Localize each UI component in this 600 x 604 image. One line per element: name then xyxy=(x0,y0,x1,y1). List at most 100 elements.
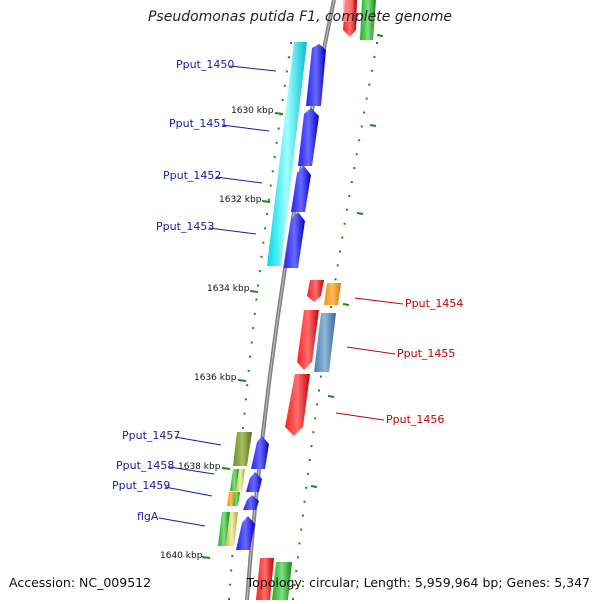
label-pput-1456[interactable]: Pput_1456 xyxy=(386,413,445,426)
gc-dot xyxy=(376,42,378,44)
gc-dot xyxy=(319,375,322,378)
tick-label-1640: 1640 kbp xyxy=(160,551,203,561)
gc-dot xyxy=(269,184,272,187)
gene-pput-1454-red[interactable] xyxy=(307,280,324,302)
leader-pput-1454 xyxy=(354,297,404,305)
label-pput-1459[interactable]: Pput_1459 xyxy=(112,479,171,492)
gc-dot xyxy=(231,555,234,558)
gene-pput-1452[interactable] xyxy=(291,166,311,212)
gc-dot xyxy=(334,278,337,281)
gc-dot xyxy=(307,472,309,475)
gene-pput-1455-steel[interactable] xyxy=(314,313,336,372)
gc-dot xyxy=(258,270,261,273)
gc-dot xyxy=(339,250,341,253)
gc-dot xyxy=(310,445,313,448)
gene-pput-1459[interactable] xyxy=(243,495,259,510)
gene-pput-1450[interactable] xyxy=(306,44,326,106)
gene-flga[interactable] xyxy=(236,516,255,550)
tick-1630 xyxy=(274,112,284,115)
gene-flga-yellow[interactable] xyxy=(226,512,238,546)
gc-dot xyxy=(305,486,308,489)
gc-dot xyxy=(271,170,274,173)
gc-dot xyxy=(255,298,258,301)
tick-label-1634: 1634 kbp xyxy=(207,284,250,294)
gene-pput-1457[interactable] xyxy=(251,436,269,469)
gene-pput-1457-olive[interactable] xyxy=(233,432,252,466)
gc-dot xyxy=(343,222,346,225)
gc-dot xyxy=(253,312,256,315)
label-pput-1454[interactable]: Pput_1454 xyxy=(405,297,464,310)
gc-dot xyxy=(267,198,270,201)
leader-pput-1459 xyxy=(164,486,213,497)
gene-pput-1458[interactable] xyxy=(246,472,262,492)
gc-dot xyxy=(242,426,245,429)
gc-dot xyxy=(312,431,315,434)
gc-dot xyxy=(275,141,278,144)
accession-label: Accession: NC_009512 xyxy=(9,575,152,590)
label-pput-1455[interactable]: Pput_1455 xyxy=(397,347,456,360)
gc-dot xyxy=(257,284,260,287)
label-leaders xyxy=(158,65,404,527)
gc-dot xyxy=(300,528,303,531)
gc-dot xyxy=(266,213,268,216)
label-flga[interactable]: flgA xyxy=(137,510,159,523)
gc-dot xyxy=(303,500,306,503)
gene-pput-1459-orange[interactable] xyxy=(227,492,235,506)
gene-pput-1451[interactable] xyxy=(298,108,319,166)
gc-dot xyxy=(293,584,296,587)
gene-bottom-red[interactable] xyxy=(256,558,274,600)
gc-dot xyxy=(260,255,263,258)
leader-pput-1458 xyxy=(168,466,215,475)
gene-pput-1458-yellow[interactable] xyxy=(236,469,245,491)
gc-dot xyxy=(308,459,311,461)
gc-dot xyxy=(358,139,361,142)
tick-label-1630: 1630 kbp xyxy=(231,106,274,116)
gc-dot xyxy=(230,569,233,572)
tick-right-1 xyxy=(369,124,377,127)
leader-pput-1450 xyxy=(229,65,277,72)
gc-dot xyxy=(290,42,292,44)
gene-pput-1455-red[interactable] xyxy=(297,310,319,370)
tick-1636 xyxy=(237,379,247,382)
map-title: Pseudomonas putida F1, complete genome xyxy=(147,9,453,25)
gc-dot xyxy=(262,241,265,244)
gc-dot xyxy=(373,55,376,58)
gene-pput-1453[interactable] xyxy=(284,212,305,268)
gene-cog-cyan-1450-1453[interactable] xyxy=(267,42,307,266)
gc-dot xyxy=(281,99,284,101)
scale-ticks xyxy=(201,34,384,559)
leader-pput-1456 xyxy=(335,412,385,421)
gc-dot xyxy=(287,56,290,59)
gc-dot xyxy=(246,384,249,387)
label-pput-1452[interactable]: Pput_1452 xyxy=(163,169,222,182)
gc-dot xyxy=(314,417,317,420)
tick-1632 xyxy=(261,200,271,203)
gene-top-green[interactable] xyxy=(360,0,376,40)
gc-dot xyxy=(330,306,333,309)
gene-pput-1454-orange[interactable] xyxy=(324,283,341,305)
gene-bottom-green[interactable] xyxy=(272,562,292,600)
gc-dot xyxy=(355,153,358,156)
tick-label-1632: 1632 kbp xyxy=(219,195,262,205)
leader-pput-1452 xyxy=(215,176,263,184)
gene-pput-1459-green[interactable] xyxy=(233,492,240,506)
gc-dot xyxy=(336,264,339,267)
leader-pput-1455 xyxy=(346,346,396,355)
tick-1640 xyxy=(201,556,211,559)
gene-top-pink[interactable] xyxy=(343,0,353,22)
label-pput-1450[interactable]: Pput_1450 xyxy=(176,58,235,71)
label-pput-1453[interactable]: Pput_1453 xyxy=(156,220,215,233)
gc-dot xyxy=(353,167,356,170)
gene-pput-1456-red[interactable] xyxy=(285,374,310,436)
label-pput-1451[interactable]: Pput_1451 xyxy=(169,117,228,130)
gc-dot xyxy=(252,327,255,330)
gc-dot xyxy=(296,556,299,559)
gc-dot xyxy=(228,598,230,600)
leader-flga xyxy=(158,517,206,527)
label-pput-1458[interactable]: Pput_1458 xyxy=(116,459,175,472)
gc-dot xyxy=(365,97,368,100)
gc-dot xyxy=(341,236,344,239)
label-pput-1457[interactable]: Pput_1457 xyxy=(122,429,181,442)
gc-dot xyxy=(316,403,319,406)
